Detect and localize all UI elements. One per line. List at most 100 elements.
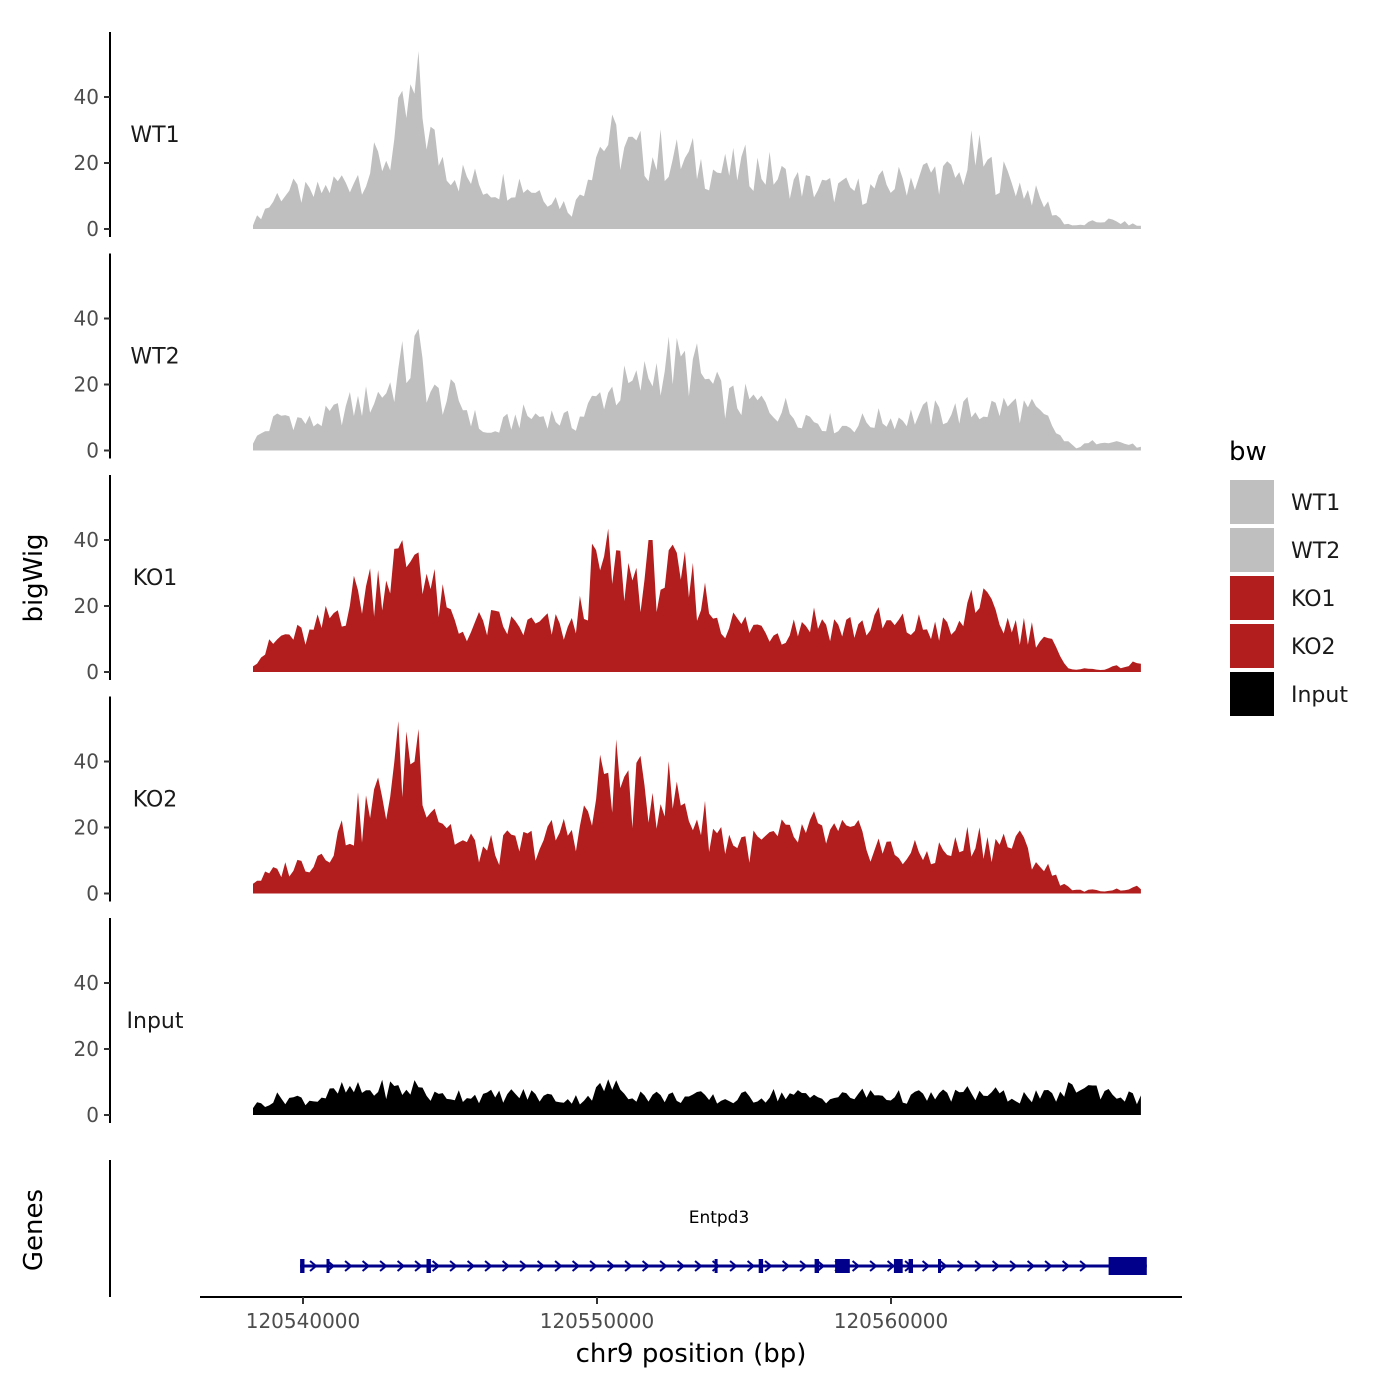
strand-arrow-icon: [466, 1260, 476, 1272]
y-tick-label: 0: [86, 439, 99, 463]
strand-arrow-icon: [484, 1260, 493, 1272]
strand-arrow-icon: [1044, 1260, 1053, 1272]
strand-arrow-icon: [536, 1260, 546, 1272]
strand-arrow-icon: [431, 1260, 441, 1272]
strand-arrow-icon: [554, 1260, 563, 1272]
coverage-area: [253, 528, 1141, 672]
legend-swatch: [1230, 576, 1274, 620]
strand-arrow-icon: [851, 1260, 861, 1272]
strand-arrow-icon: [309, 1260, 318, 1272]
strand-arrow-icon: [799, 1260, 808, 1272]
strand-arrow-icon: [659, 1260, 668, 1272]
strand-arrow-icon: [1009, 1260, 1018, 1272]
strand-arrow-icon: [729, 1260, 738, 1272]
track-label-input: Input: [127, 1009, 184, 1034]
strand-arrow-icon: [624, 1260, 633, 1272]
strand-arrow-icon: [1079, 1260, 1088, 1272]
strand-arrow-icon: [974, 1260, 983, 1272]
strand-arrow-icon: [921, 1260, 931, 1272]
strand-arrow-icon: [641, 1260, 651, 1272]
y-tick-label: 20: [74, 151, 99, 175]
track-label-ko2: KO2: [133, 788, 178, 813]
y-axis-title: bigWig: [19, 533, 49, 622]
y-tick-label: 40: [74, 528, 99, 552]
strand-arrow-icon: [781, 1260, 791, 1272]
strand-arrow-icon: [711, 1260, 721, 1272]
tracks-layer: 0 20 40 WT1 0 20 40 WT2 0 20 40 KO1 0 20 40 KO2 0 20 40 Inp…: [74, 32, 1141, 1127]
exon: [938, 1259, 941, 1273]
legend-title: bw: [1229, 437, 1267, 467]
strand-arrow-icon: [326, 1260, 336, 1272]
y-tick-label: 40: [74, 307, 99, 331]
exon: [326, 1259, 330, 1273]
genes-axis-title: Genes: [19, 1189, 49, 1271]
strand-arrow-icon: [449, 1260, 458, 1272]
y-tick-label: 0: [86, 1103, 99, 1127]
strand-arrow-icon: [694, 1260, 703, 1272]
track-label-wt2: WT2: [130, 345, 179, 370]
exon: [908, 1259, 913, 1273]
y-tick-label: 20: [74, 594, 99, 618]
track-panel-ko2: 0 20 40 KO2: [74, 696, 1141, 906]
y-tick-label: 0: [86, 217, 99, 241]
x-tick-label: 120540000: [246, 1309, 361, 1333]
track-label-wt1: WT1: [130, 123, 179, 148]
legend-swatch: [1230, 624, 1274, 668]
strand-arrow-icon: [886, 1260, 896, 1272]
x-tick-label: 120550000: [540, 1309, 655, 1333]
strand-arrow-icon: [676, 1260, 686, 1272]
exon: [426, 1259, 431, 1273]
strand-arrow-icon: [379, 1260, 388, 1272]
gene-label: Entpd3: [689, 1208, 750, 1228]
gene-track: Entpd3: [109, 1160, 1147, 1297]
y-tick-label: 40: [74, 750, 99, 774]
exon: [893, 1259, 903, 1273]
strand-arrow-icon: [816, 1260, 826, 1272]
y-tick-label: 0: [86, 660, 99, 684]
legend-swatch: [1230, 528, 1274, 572]
exon: [1108, 1257, 1147, 1275]
strand-arrow-icon: [991, 1260, 1001, 1272]
strand-arrow-icon: [606, 1260, 616, 1272]
legend-swatch: [1230, 480, 1274, 524]
legend-label-ko2: KO2: [1291, 635, 1336, 660]
y-tick-label: 20: [74, 1037, 99, 1061]
strand-arrow-icon: [571, 1260, 581, 1272]
strand-arrow-icon: [501, 1260, 511, 1272]
exon: [814, 1259, 819, 1273]
strand-arrow-icon: [939, 1260, 948, 1272]
legend-label-wt2: WT2: [1291, 539, 1340, 564]
strand-arrow-icon: [746, 1260, 756, 1272]
coverage-area: [253, 328, 1141, 451]
strand-arrow-icon: [869, 1260, 878, 1272]
exon: [758, 1259, 764, 1273]
legend-label-input: Input: [1291, 683, 1348, 708]
track-panel-wt1: 0 20 40 WT1: [74, 32, 1141, 241]
y-tick-label: 20: [74, 373, 99, 397]
strand-arrow-icon: [344, 1260, 353, 1272]
legend-label-ko1: KO1: [1291, 587, 1336, 612]
legend: bw WT1 WT2 KO1 KO2 Input: [1229, 437, 1348, 716]
y-tick-label: 40: [74, 971, 99, 995]
x-tick-label: 120560000: [834, 1309, 949, 1333]
track-panel-wt2: 0 20 40 WT2: [74, 253, 1141, 463]
y-tick-label: 40: [74, 85, 99, 109]
coverage-area: [253, 721, 1141, 894]
legend-label-wt1: WT1: [1291, 491, 1340, 516]
exon: [300, 1259, 305, 1273]
strand-arrow-icon: [361, 1260, 371, 1272]
exon: [835, 1259, 850, 1273]
exon: [714, 1259, 718, 1273]
y-tick-label: 20: [74, 816, 99, 840]
coverage-area: [253, 51, 1141, 230]
strand-arrow-icon: [519, 1260, 528, 1272]
strand-arrow-icon: [956, 1260, 966, 1272]
strand-arrow-icon: [764, 1260, 773, 1272]
x-axis-title: chr9 position (bp): [576, 1339, 807, 1369]
strand-arrow-icon: [396, 1260, 406, 1272]
track-panel-ko1: 0 20 40 KO1: [74, 475, 1141, 684]
coverage-area: [253, 1079, 1141, 1115]
y-tick-label: 0: [86, 882, 99, 906]
legend-swatch: [1230, 672, 1274, 716]
